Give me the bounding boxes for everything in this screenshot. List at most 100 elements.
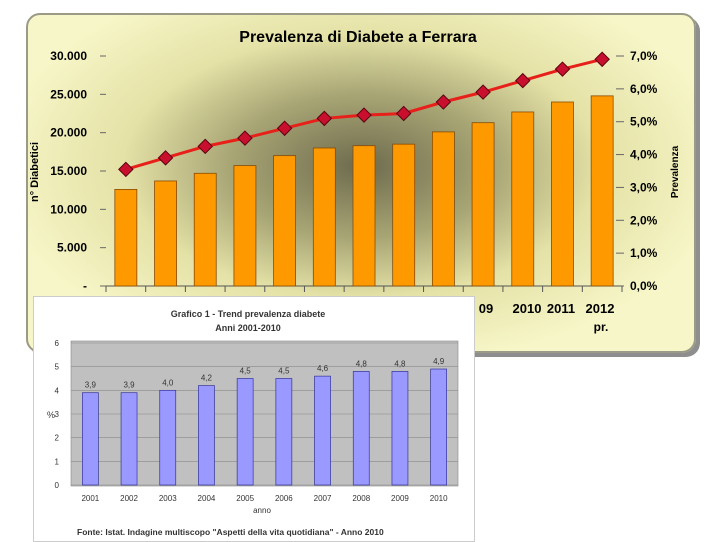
inset-bar xyxy=(391,371,409,486)
main-bar xyxy=(312,147,336,287)
main-y2-tick-label: 6,0% xyxy=(630,82,658,96)
inset-bar xyxy=(236,378,254,486)
inset-x-label: 2009 xyxy=(391,494,409,503)
inset-value-labels: 3,9 3,9 4,0 4,2 4,5 4,5 4,6 4,8 4,8 4,9 xyxy=(85,357,445,390)
main-line-marker xyxy=(316,110,333,127)
main-x-label-suffix: pr. xyxy=(594,320,609,334)
main-x-label: 09 xyxy=(479,301,493,316)
main-y2-tick-label: 5,0% xyxy=(630,115,658,129)
main-line-marker xyxy=(197,138,214,155)
main-y-tick-label: 15.000 xyxy=(50,164,87,178)
main-line-marker xyxy=(395,105,412,122)
main-x-labels: 09 2010 2011 2012 pr. xyxy=(479,301,615,334)
inset-x-label: 2010 xyxy=(430,494,448,503)
main-y-tick-label: 10.000 xyxy=(50,202,87,216)
inset-x-label: 2008 xyxy=(352,494,370,503)
inset-bar xyxy=(159,389,177,486)
main-line-marker xyxy=(276,120,293,137)
main-y2-tick-label: 3,0% xyxy=(630,180,658,194)
inset-value-label: 4,0 xyxy=(162,378,174,387)
main-bar xyxy=(352,145,376,287)
main-bar xyxy=(154,180,177,287)
main-y-tick-label: 25.000 xyxy=(50,87,87,101)
main-bar xyxy=(233,165,257,287)
inset-value-label: 3,9 xyxy=(85,381,97,390)
main-line-marker xyxy=(435,94,452,110)
inset-x-label: 2005 xyxy=(236,494,254,503)
inset-x-label: 2003 xyxy=(159,494,177,503)
inset-bar xyxy=(275,378,293,486)
inset-chart-title: Grafico 1 - Trend prevalenza diabete xyxy=(171,309,326,319)
main-line-marker xyxy=(594,51,610,68)
main-line-marker xyxy=(514,72,531,89)
inset-value-label: 4,5 xyxy=(240,367,252,376)
inset-y-tick-label: 0 xyxy=(55,481,60,490)
main-y2-tick-label: 0,0% xyxy=(630,279,658,293)
main-bar xyxy=(590,95,614,287)
main-bar xyxy=(114,188,138,287)
main-y2-tick-label: 1,0% xyxy=(630,246,658,260)
inset-x-label: 2002 xyxy=(120,494,138,503)
inset-y-tick-label: 2 xyxy=(55,434,60,443)
main-bar xyxy=(431,131,455,287)
inset-x-label: 2007 xyxy=(314,494,332,503)
inset-value-label: 4,8 xyxy=(394,359,406,368)
main-y-tick-label: 20.000 xyxy=(50,126,87,140)
inset-y-tick-label: 4 xyxy=(55,386,60,395)
main-line-marker xyxy=(157,150,174,166)
main-y-tick-label: 5.000 xyxy=(57,241,87,255)
inset-value-label: 4,6 xyxy=(317,364,329,373)
inset-value-label: 4,9 xyxy=(433,357,445,366)
inset-value-label: 4,8 xyxy=(356,359,368,368)
inset-y-tick-label: 3 xyxy=(55,410,60,419)
main-y-tick-label: 30.000 xyxy=(50,49,87,63)
inset-y-axis-label: % xyxy=(47,410,55,420)
main-y2-tick-label: 4,0% xyxy=(630,148,658,162)
main-y2-tick-label: 7,0% xyxy=(630,49,658,63)
main-x-label: 2010 xyxy=(513,301,542,316)
inset-x-label: 2001 xyxy=(81,494,99,503)
main-y2-ticks: 7,0% 6,0% 5,0% 4,0% 3,0% 2,0% 1,0% 0,0% xyxy=(616,49,658,293)
main-bar xyxy=(392,143,416,287)
inset-bar xyxy=(81,392,99,486)
inset-bar xyxy=(120,392,138,486)
main-y-tick-label: - xyxy=(83,279,87,293)
main-x-label: 2011 xyxy=(547,301,575,316)
main-line-marker xyxy=(475,84,491,100)
main-bar xyxy=(511,111,535,287)
inset-bar xyxy=(198,385,215,486)
main-line-marker xyxy=(554,61,571,77)
main-bar xyxy=(273,155,297,287)
main-line-marker xyxy=(118,161,134,178)
inset-x-label: 2006 xyxy=(275,494,293,503)
main-y-axis-label: n° Diabetici xyxy=(29,142,41,202)
main-bar xyxy=(471,122,495,287)
main-chart-title: Prevalenza di Diabete a Ferrara xyxy=(239,29,477,46)
inset-value-label: 4,2 xyxy=(201,374,213,383)
inset-bar xyxy=(430,368,447,486)
inset-source-note: Fonte: Istat. Indagine multiscopo "Aspet… xyxy=(77,527,384,537)
inset-x-label: 2004 xyxy=(198,494,216,503)
inset-y-ticks: 0 1 2 3 4 5 6 xyxy=(55,339,60,490)
main-bar xyxy=(551,101,574,287)
inset-chart-subtitle: Anni 2001-2010 xyxy=(215,323,281,333)
inset-y-tick-label: 1 xyxy=(55,457,60,466)
main-y2-tick-label: 2,0% xyxy=(630,213,658,227)
main-line-marker xyxy=(356,107,372,123)
main-bars xyxy=(105,95,623,292)
inset-bars xyxy=(81,368,447,486)
main-line-series xyxy=(118,51,610,178)
inset-x-axis-label: anno xyxy=(253,506,271,515)
inset-value-label: 4,5 xyxy=(278,367,290,376)
main-y-ticks: 30.000 25.000 20.000 15.000 10.000 5.000 - xyxy=(50,49,106,293)
inset-y-tick-label: 5 xyxy=(55,363,60,372)
inset-y-tick-label: 6 xyxy=(55,339,60,348)
inset-bar xyxy=(314,375,331,486)
main-x-label: 2012 xyxy=(586,301,615,316)
inset-value-label: 3,9 xyxy=(123,381,135,390)
main-bar xyxy=(193,172,217,287)
inset-x-labels: 2001 2002 2003 2004 2005 2006 2007 2008 2009 2010 xyxy=(81,494,448,503)
inset-bar xyxy=(352,371,370,486)
